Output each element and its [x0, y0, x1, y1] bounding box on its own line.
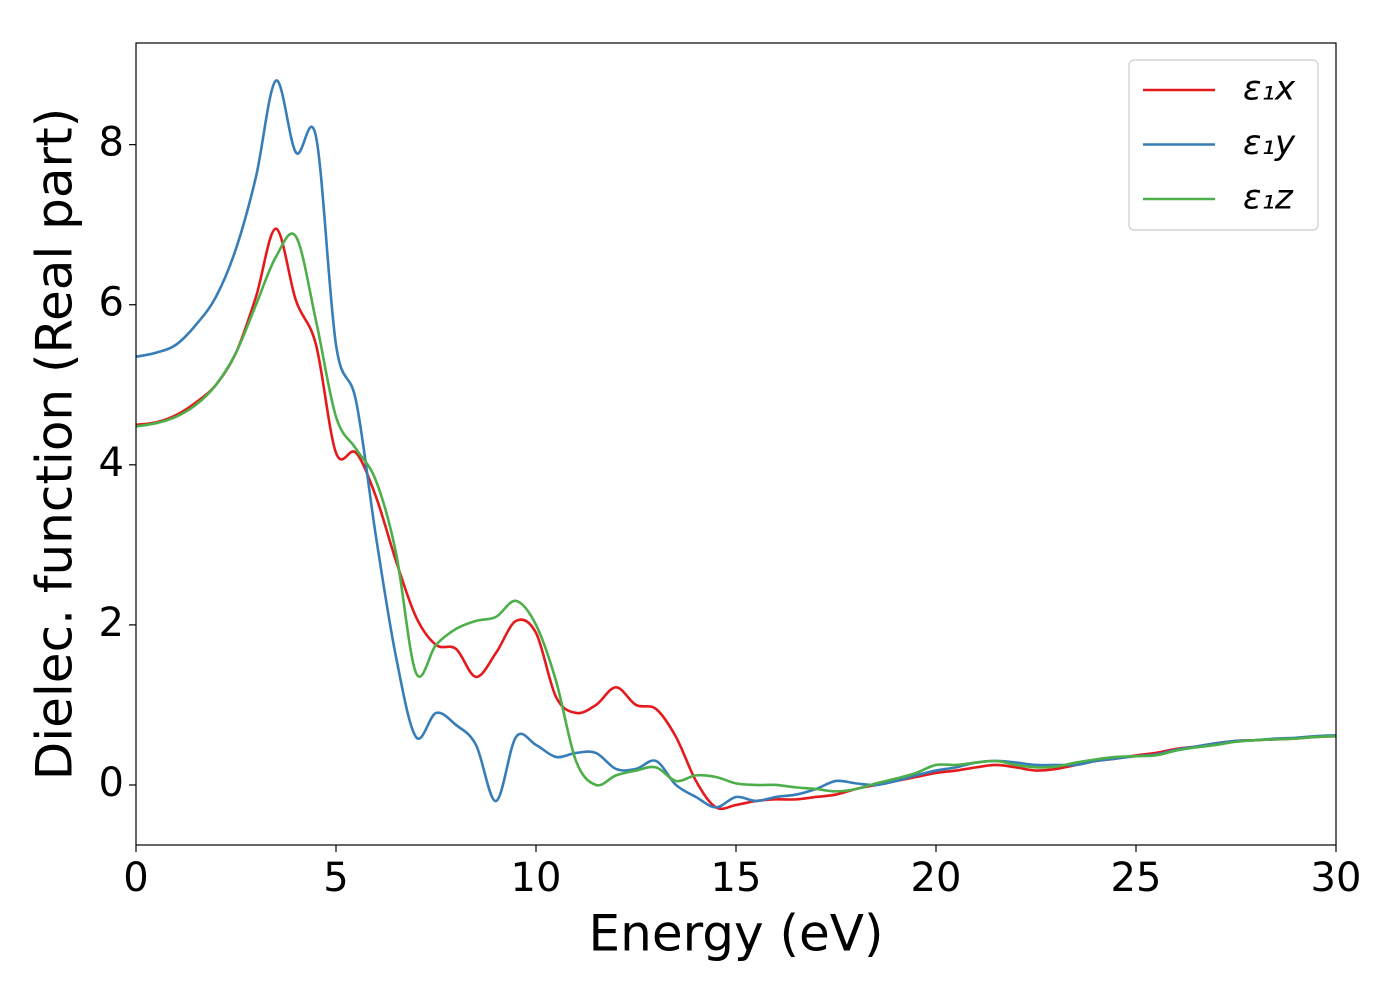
- x-tick-label: 20: [911, 855, 962, 901]
- y-tick-label: 6: [99, 280, 124, 326]
- legend-label: ε₁y: [1243, 123, 1296, 163]
- x-tick-label: 15: [711, 855, 762, 901]
- data-line: [136, 232, 1336, 793]
- y-tick-label: 8: [99, 120, 124, 166]
- x-tick-label: 5: [323, 855, 348, 901]
- y-axis-label: Dielec. function (Real part): [26, 108, 84, 780]
- x-tick-label: 10: [511, 855, 562, 901]
- x-tick-label: 25: [1111, 855, 1162, 901]
- y-tick-label: 0: [99, 760, 124, 806]
- legend-label: ε₁z: [1243, 178, 1294, 218]
- x-tick-label: 0: [123, 855, 148, 901]
- legend-label: ε₁x: [1243, 69, 1296, 109]
- y-tick-label: 2: [99, 600, 124, 646]
- legend-box: [1128, 59, 1319, 231]
- x-axis-label: Energy (eV): [589, 905, 884, 963]
- y-tick-label: 4: [99, 440, 124, 486]
- plot-frame: [135, 42, 1337, 846]
- x-tick-label: 30: [1311, 855, 1362, 901]
